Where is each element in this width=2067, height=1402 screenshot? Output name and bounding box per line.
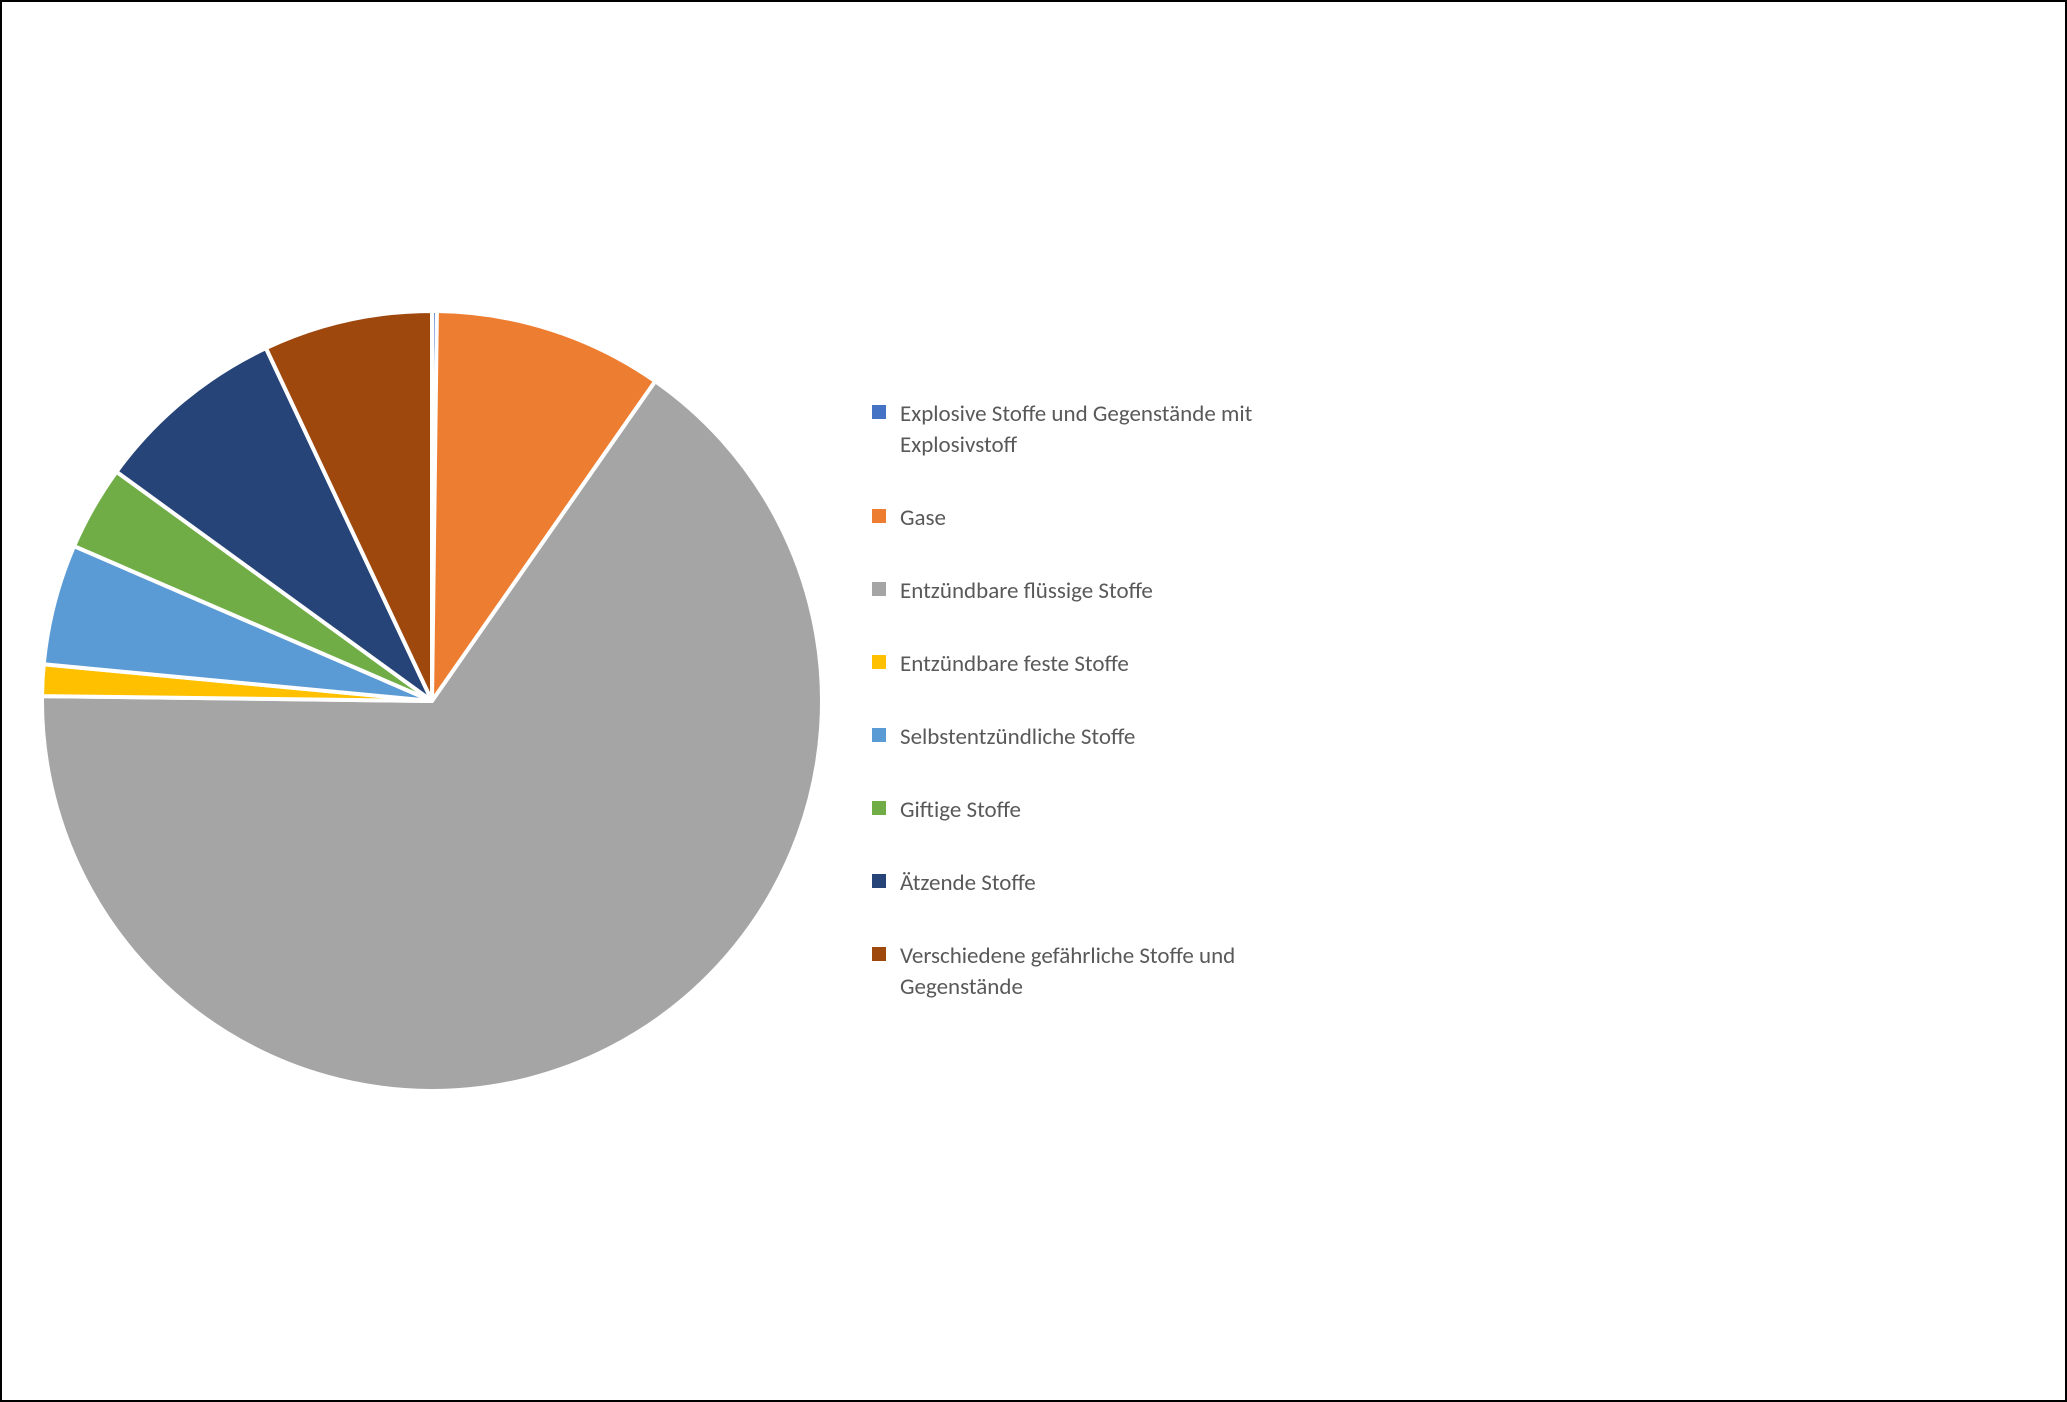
legend-swatch (872, 874, 886, 888)
legend-item: Verschiedene gefährliche Stoffe und Gege… (872, 941, 2025, 1003)
legend-swatch (872, 801, 886, 815)
legend-swatch (872, 405, 886, 419)
legend-label: Verschiedene gefährliche Stoffe und Gege… (900, 941, 1320, 1003)
legend: Explosive Stoffe und Gegenstände mit Exp… (872, 399, 2025, 1003)
pie-area (32, 301, 832, 1101)
legend-item: Gase (872, 503, 2025, 534)
legend-label: Entzündbare flüssige Stoffe (900, 576, 1153, 607)
legend-label: Giftige Stoffe (900, 795, 1021, 826)
legend-swatch (872, 947, 886, 961)
legend-label: Selbstentzündliche Stoffe (900, 722, 1135, 753)
pie-chart (32, 301, 832, 1101)
legend-swatch (872, 655, 886, 669)
legend-label: Gase (900, 503, 946, 534)
legend-swatch (872, 582, 886, 596)
legend-item: Giftige Stoffe (872, 795, 2025, 826)
legend-item: Entzündbare feste Stoffe (872, 649, 2025, 680)
legend-swatch (872, 728, 886, 742)
legend-item: Entzündbare flüssige Stoffe (872, 576, 2025, 607)
chart-frame: Explosive Stoffe und Gegenstände mit Exp… (0, 0, 2067, 1402)
legend-item: Ätzende Stoffe (872, 868, 2025, 899)
legend-label: Entzündbare feste Stoffe (900, 649, 1129, 680)
legend-item: Explosive Stoffe und Gegenstände mit Exp… (872, 399, 2025, 461)
legend-swatch (872, 509, 886, 523)
legend-item: Selbstentzündliche Stoffe (872, 722, 2025, 753)
legend-label: Ätzende Stoffe (900, 868, 1036, 899)
legend-label: Explosive Stoffe und Gegenstände mit Exp… (900, 399, 1320, 461)
